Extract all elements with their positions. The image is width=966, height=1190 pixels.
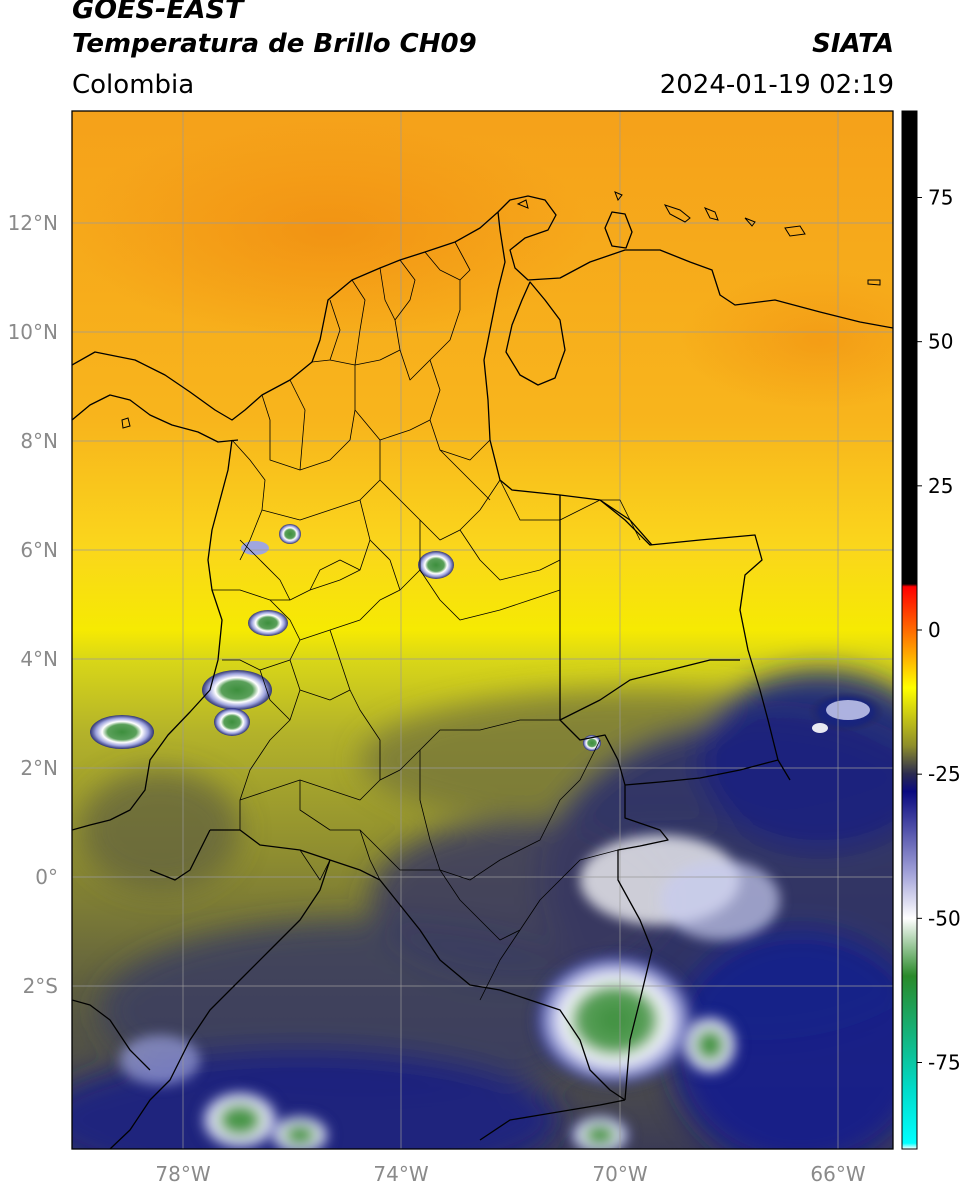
coastline-north	[72, 195, 893, 421]
colorbar-tick-label: 25	[928, 474, 953, 498]
border-peru-brazil	[479, 1099, 626, 1141]
product-title: Temperatura de Brillo CH09	[72, 29, 477, 59]
border-colombia-peru	[210, 829, 626, 1101]
colorbar-tick-label: 75	[928, 186, 953, 210]
latitude-labels: 12°N 10°N 8°N 6°N 4°N 2°N 0° 2°S	[8, 211, 58, 998]
organization-label: SIATA	[812, 29, 894, 59]
latitude-label: 8°N	[20, 429, 58, 453]
map-frame	[71, 110, 894, 1150]
longitude-label: 66°W	[810, 1162, 865, 1186]
colorbar-bar	[901, 110, 918, 1150]
panama	[72, 394, 239, 443]
map-gridlines	[72, 111, 893, 1149]
latitude-label: 2°S	[23, 974, 58, 998]
latitude-label: 10°N	[8, 320, 58, 344]
brightness-temperature-field	[72, 111, 893, 1149]
colorbar-tick-label: -75	[928, 1051, 961, 1075]
maracaibo-lake	[505, 281, 566, 386]
border-peru-ecuador	[109, 859, 331, 1149]
paraguana	[604, 211, 633, 249]
longitude-label: 74°W	[373, 1162, 428, 1186]
coastline-pacific	[72, 439, 233, 831]
venezuela-brazil	[559, 659, 740, 721]
satellite-title: GOES-EAST	[72, 0, 244, 25]
longitude-label: 70°W	[592, 1162, 647, 1186]
border-colombia-brazil	[617, 759, 779, 1101]
latitude-label: 12°N	[8, 211, 58, 235]
colorbar-tick-label: 0	[928, 618, 941, 642]
colorbar-tick-label: -25	[928, 762, 961, 786]
border-colombia-venezuela	[483, 211, 791, 781]
colorbar-ticks: 75 50 25 0 -25 -50 -75	[917, 186, 961, 1075]
longitude-labels: 78°W 74°W 70°W 66°W	[155, 1162, 865, 1186]
department-boundaries	[212, 241, 641, 1001]
latitude-label: 4°N	[20, 647, 58, 671]
colorbar-tick-label: -50	[928, 906, 961, 930]
caribbean-islands	[121, 191, 881, 429]
colorbar: 75 50 25 0 -25 -50 -75	[901, 110, 961, 1150]
venezuela-interior	[559, 495, 626, 786]
region-label: Colombia	[72, 70, 195, 100]
country-boundaries	[72, 195, 893, 1149]
colorbar-tick-label: 50	[928, 330, 953, 354]
timestamp-label: 2024-01-19 02:19	[659, 70, 894, 100]
longitude-label: 78°W	[155, 1162, 210, 1186]
latitude-label: 2°N	[20, 756, 58, 780]
coastline-peru	[72, 999, 151, 1071]
latitude-label: 6°N	[20, 538, 58, 562]
border-colombia-ecuador	[149, 829, 211, 881]
latitude-label: 0°	[35, 865, 58, 889]
